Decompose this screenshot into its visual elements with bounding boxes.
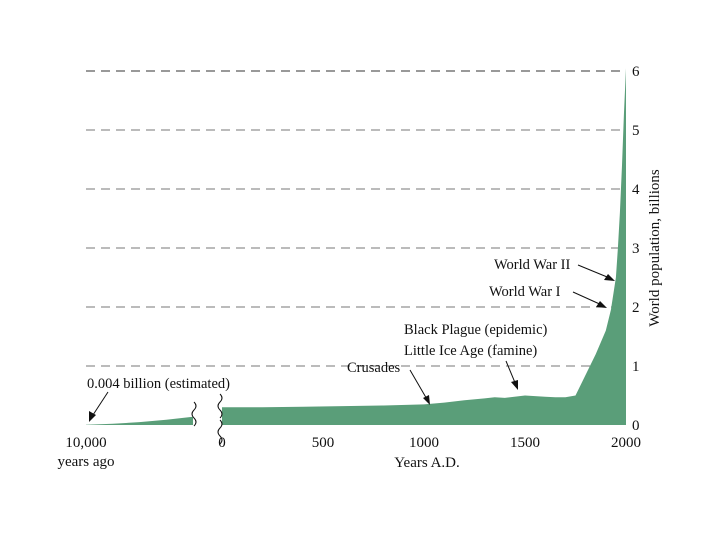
- annotation-little-ice-age: Little Ice Age (famine): [404, 343, 537, 359]
- y-tick-3: 3: [632, 241, 640, 257]
- annotation-black-plague: Black Plague (epidemic): [404, 322, 548, 338]
- annotation-world-war-ii: World War II: [494, 257, 570, 273]
- arrowhead-crusades: [423, 395, 430, 405]
- y-tick-0: 0: [632, 418, 640, 434]
- y-tick-2: 2: [632, 300, 640, 316]
- x-tick-2000: 2000: [611, 435, 641, 451]
- y-tick-6: 6: [632, 64, 640, 80]
- arrowhead-estimated: [89, 411, 96, 422]
- annotation-crusades: Crusades: [347, 360, 401, 376]
- axis-break-0: [191, 401, 197, 427]
- annotation-estimated: 0.004 billion (estimated): [87, 376, 230, 392]
- annotations: World War II World War I Black Plague (e…: [87, 257, 615, 422]
- x-tick-0: 0: [218, 435, 226, 451]
- arrowhead-world-war-ii: [604, 274, 615, 281]
- axis-break-1: [217, 393, 223, 419]
- y-tick-5: 5: [632, 123, 640, 139]
- x-axis-title: Years A.D.: [394, 455, 460, 471]
- x-tick-1500: 1500: [510, 435, 540, 451]
- x-tick-prehistoric-1: years ago: [57, 454, 114, 470]
- axis-break-2: [217, 419, 223, 445]
- population-area: [86, 68, 626, 425]
- x-tick-1000: 1000: [409, 435, 439, 451]
- y-tick-4: 4: [632, 182, 640, 198]
- axis-break-marks: [191, 393, 223, 445]
- annotation-world-war-i: World War I: [489, 284, 561, 300]
- arrow-estimated: [90, 391, 109, 419]
- arrowhead-world-war-i: [596, 301, 607, 308]
- arrow-black-plague: [505, 360, 517, 386]
- x-tick-prehistoric-0: 10,000: [65, 435, 106, 451]
- arrowhead-black-plague: [511, 380, 518, 390]
- area-prehistoric: [86, 416, 193, 425]
- arrow-crusades: [409, 369, 429, 402]
- y-axis-title: World population, billions: [647, 169, 663, 327]
- y-axis-ticks: 0 1 2 3 4 5 6: [632, 64, 640, 434]
- area-ad: [222, 68, 626, 425]
- y-tick-1: 1: [632, 359, 640, 375]
- x-axis-ticks: 10,000 years ago 0 500 1000 1500 2000: [57, 435, 641, 470]
- x-tick-500: 500: [312, 435, 335, 451]
